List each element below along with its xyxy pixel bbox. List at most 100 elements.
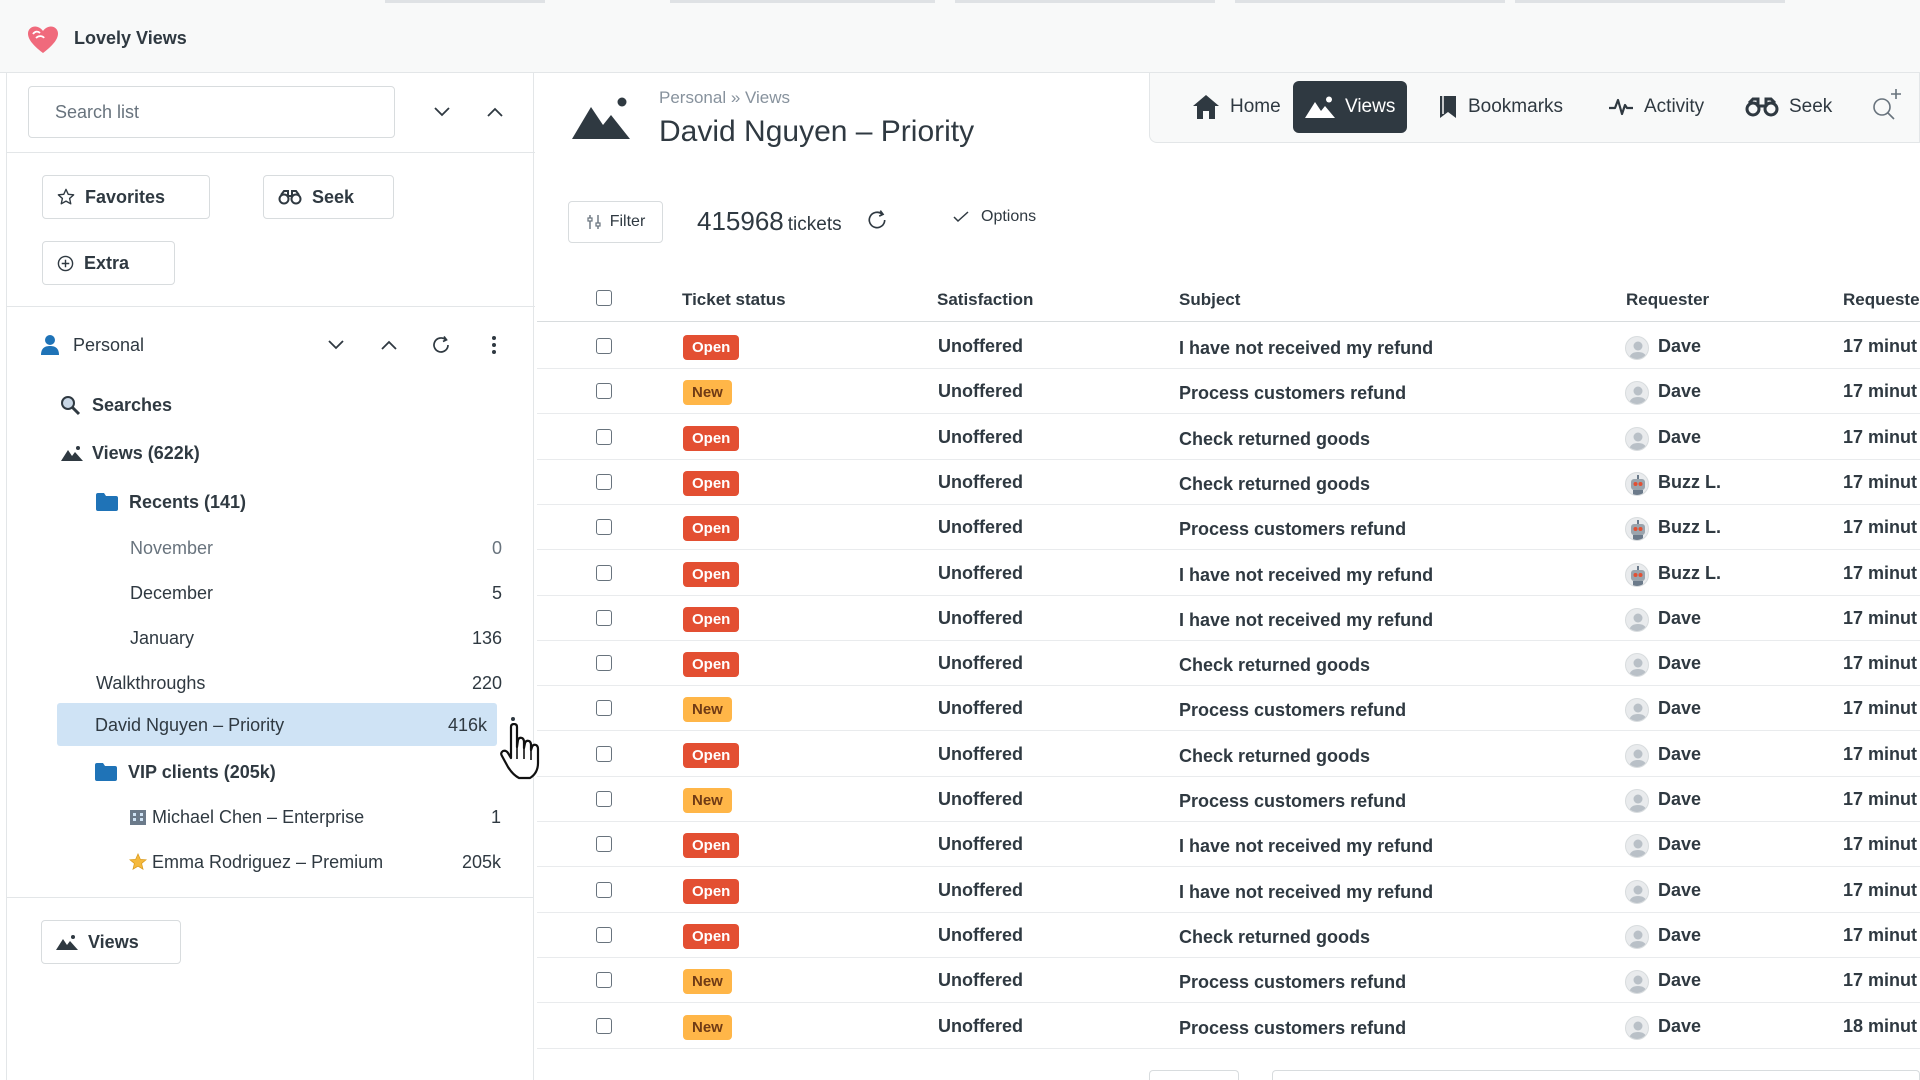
table-row[interactable]: Open Unoffered Check returned goods Buzz L.… bbox=[537, 460, 1920, 505]
subject-link[interactable]: I have not received my refund bbox=[1179, 609, 1434, 630]
chevron-down-icon[interactable] bbox=[427, 97, 457, 127]
row-checkbox[interactable] bbox=[596, 564, 612, 581]
row-checkbox[interactable] bbox=[596, 473, 612, 490]
subject-link[interactable]: Process customers refund bbox=[1179, 791, 1407, 811]
table-row[interactable]: Open Unoffered Process customers refund Buz… bbox=[537, 505, 1920, 551]
subject-link[interactable]: Process customers refund bbox=[1179, 519, 1407, 540]
subject-link[interactable]: Process customers refund bbox=[1179, 1017, 1407, 1038]
pagination-pages[interactable] bbox=[1272, 1070, 1920, 1080]
table-row[interactable]: Open Unoffered I have not received my refu… bbox=[537, 822, 1920, 868]
table-row[interactable]: Open Unoffered Check returned goods Dave 17 … bbox=[537, 732, 1920, 777]
chevron-up-icon[interactable] bbox=[480, 97, 510, 127]
requester-name[interactable]: Buzz L. bbox=[1658, 471, 1721, 492]
subject-link[interactable]: Check returned goods bbox=[1179, 428, 1371, 449]
tree-item-michael-chen-enterprise[interactable]: Michael Chen – Enterprise 1 bbox=[6, 797, 534, 837]
table-row[interactable]: New Unoffered Process customers refund Dave… bbox=[537, 369, 1920, 415]
tree-item-vip-clients[interactable]: VIP clients (205k) bbox=[6, 752, 534, 792]
row-checkbox[interactable] bbox=[596, 655, 612, 672]
table-row[interactable]: Open Unoffered Check returned goods Dave 17 … bbox=[537, 641, 1920, 687]
tree-item-recents[interactable]: Recents (141) bbox=[7, 482, 535, 522]
subject-link[interactable]: Check returned goods bbox=[1179, 926, 1371, 947]
tree-item-david-nguyen-priority[interactable]: David Nguyen – Priority 416k bbox=[6, 705, 534, 745]
table-row[interactable]: Open Unoffered I have not received my refu… bbox=[537, 596, 1920, 641]
subject-link[interactable]: Process customers refund bbox=[1179, 383, 1407, 404]
requester-name[interactable]: Buzz L. bbox=[1658, 562, 1721, 583]
requester-name[interactable]: Dave bbox=[1658, 970, 1702, 991]
row-checkbox[interactable] bbox=[596, 926, 612, 943]
refresh-icon[interactable] bbox=[866, 209, 888, 231]
row-checkbox[interactable] bbox=[596, 791, 612, 807]
chevron-up-icon[interactable] bbox=[374, 330, 404, 360]
nav-activity[interactable]: Activity bbox=[1596, 81, 1716, 133]
more-vertical-icon[interactable] bbox=[479, 330, 509, 360]
requester-name[interactable]: Dave bbox=[1658, 607, 1702, 628]
table-row[interactable]: New Unoffered Process customers refund Dave… bbox=[537, 777, 1920, 822]
personal-section-header[interactable]: Personal bbox=[7, 325, 535, 365]
tree-item-walkthroughs[interactable]: Walkthroughs 220 bbox=[7, 663, 535, 703]
subject-link[interactable]: I have not received my refund bbox=[1179, 836, 1434, 857]
row-checkbox[interactable] bbox=[596, 745, 612, 762]
requester-name[interactable]: Dave bbox=[1658, 879, 1702, 900]
nav-bookmarks[interactable]: Bookmarks bbox=[1426, 81, 1575, 133]
select-all-checkbox[interactable] bbox=[596, 290, 612, 306]
requester-name[interactable]: Dave bbox=[1658, 1015, 1702, 1036]
table-row[interactable]: Open Unoffered I have not received my refu… bbox=[537, 551, 1920, 596]
requester-name[interactable]: Dave bbox=[1658, 653, 1702, 674]
requester-name[interactable]: Dave bbox=[1658, 789, 1702, 809]
table-row[interactable]: Open Unoffered I have not received my refu… bbox=[537, 868, 1920, 913]
table-row[interactable]: Open Unoffered I have not received my refu… bbox=[537, 324, 1920, 369]
pagination-control[interactable] bbox=[1149, 1070, 1239, 1080]
nav-views[interactable]: Views bbox=[1293, 81, 1408, 133]
subject-link[interactable]: I have not received my refund bbox=[1179, 338, 1434, 358]
column-header-satisfaction[interactable]: Satisfaction bbox=[937, 290, 1034, 309]
tree-item-november[interactable]: November 0 bbox=[7, 528, 535, 568]
column-header-requested[interactable]: Requeste bbox=[1843, 290, 1920, 309]
row-checkbox[interactable] bbox=[596, 700, 612, 717]
chevron-down-icon[interactable] bbox=[321, 330, 351, 360]
subject-link[interactable]: I have not received my refund bbox=[1179, 564, 1434, 585]
subject-link[interactable]: Check returned goods bbox=[1179, 473, 1371, 494]
subject-link[interactable]: Check returned goods bbox=[1179, 745, 1371, 766]
table-row[interactable]: New Unoffered Process customers refund Dave… bbox=[537, 958, 1920, 1004]
subject-link[interactable]: I have not received my refund bbox=[1179, 881, 1434, 902]
requester-name[interactable]: Buzz L. bbox=[1658, 517, 1721, 538]
seek-button[interactable]: Seek bbox=[263, 175, 394, 219]
requester-name[interactable]: Dave bbox=[1658, 336, 1702, 356]
subject-link[interactable]: Check returned goods bbox=[1179, 655, 1371, 676]
row-checkbox[interactable] bbox=[596, 428, 612, 445]
nav-home[interactable]: Home bbox=[1180, 81, 1293, 133]
tree-item-searches[interactable]: Searches bbox=[7, 385, 535, 425]
add-search-icon[interactable] bbox=[1869, 87, 1903, 126]
tree-item-december[interactable]: December 5 bbox=[7, 573, 535, 613]
row-checkbox[interactable] bbox=[596, 972, 612, 989]
row-checkbox[interactable] bbox=[596, 519, 612, 536]
subject-link[interactable]: Process customers refund bbox=[1179, 700, 1407, 721]
row-checkbox[interactable] bbox=[596, 1017, 612, 1034]
row-checkbox[interactable] bbox=[596, 609, 612, 626]
extra-button[interactable]: Extra bbox=[42, 241, 175, 285]
search-list-input[interactable] bbox=[29, 87, 394, 137]
search-list-box[interactable] bbox=[28, 86, 395, 138]
row-checkbox[interactable] bbox=[596, 881, 612, 898]
requester-name[interactable]: Dave bbox=[1658, 834, 1702, 855]
refresh-icon[interactable] bbox=[426, 330, 456, 360]
row-checkbox[interactable] bbox=[596, 836, 612, 853]
requester-name[interactable]: Dave bbox=[1658, 743, 1702, 764]
favorites-button[interactable]: Favorites bbox=[42, 175, 210, 219]
requester-name[interactable]: Dave bbox=[1658, 698, 1702, 719]
requester-name[interactable]: Dave bbox=[1658, 426, 1702, 447]
nav-seek[interactable]: Seek bbox=[1733, 81, 1844, 133]
table-row[interactable]: New Unoffered Process customers refund Dave… bbox=[537, 1004, 1920, 1049]
table-row[interactable]: Open Unoffered Check returned goods Dave 17 … bbox=[537, 415, 1920, 460]
tree-item-emma-rodriguez-premium[interactable]: Emma Rodriguez – Premium 205k bbox=[6, 842, 534, 882]
table-row[interactable]: New Unoffered Process customers refund Dave… bbox=[537, 686, 1920, 732]
options-button[interactable]: Options bbox=[953, 208, 1036, 226]
column-header-subject[interactable]: Subject bbox=[1179, 290, 1241, 309]
row-checkbox[interactable] bbox=[596, 383, 612, 400]
row-checkbox[interactable] bbox=[596, 338, 612, 354]
requester-name[interactable]: Dave bbox=[1658, 381, 1702, 402]
requester-name[interactable]: Dave bbox=[1658, 924, 1702, 945]
column-header-requester[interactable]: Requester bbox=[1626, 290, 1710, 309]
subject-link[interactable]: Process customers refund bbox=[1179, 972, 1407, 993]
tree-item-january[interactable]: January 136 bbox=[7, 618, 535, 658]
